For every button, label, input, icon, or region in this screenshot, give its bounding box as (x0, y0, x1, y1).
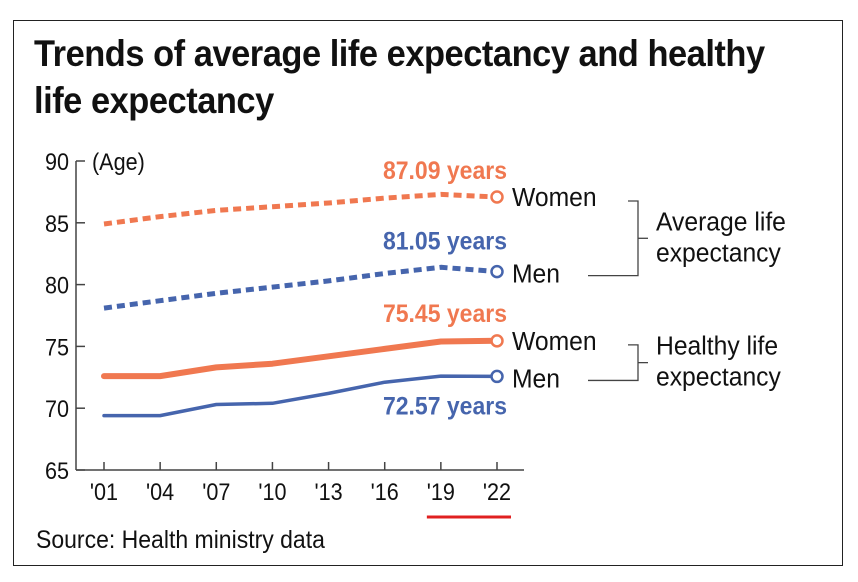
legend-label-average-men: Men (512, 260, 560, 289)
legend-group-subtitle-healthy: expectancy (656, 363, 781, 392)
x-tick-label: '19 (427, 478, 455, 505)
source-note: Source: Health ministry data (36, 526, 325, 554)
end-point-marker-average-life-expectancy-men (490, 264, 504, 279)
series-line-average-life-expectancy-men (103, 264, 498, 311)
x-tick-label: '07 (202, 478, 230, 505)
legend-group-subtitle-average: expectancy (656, 239, 781, 268)
legend-group-title-average: Average life (656, 208, 786, 237)
legend-label-healthy-men: Men (512, 365, 560, 394)
value-label-healthy-life-expectancy-women: 75.45 years (383, 300, 507, 328)
end-point-marker-average-life-expectancy-women (490, 190, 504, 204)
y-tick-label: 90 (45, 148, 69, 175)
legend-group-title-healthy: Healthy life (656, 332, 778, 361)
end-point-marker-healthy-life-expectancy-women (490, 334, 504, 348)
x-tick-label: '22 (483, 478, 511, 505)
series-line-average-life-expectancy-women (103, 191, 498, 227)
y-axis-unit-label: (Age) (92, 148, 145, 175)
x-tick-label: '04 (146, 478, 174, 505)
chart-frame (13, 20, 843, 566)
x-tick-label: '13 (314, 478, 342, 505)
value-label-healthy-life-expectancy-men: 72.57 years (383, 393, 507, 421)
series-line-healthy-life-expectancy-women (101, 337, 500, 380)
value-label-average-life-expectancy-men: 81.05 years (383, 228, 507, 256)
legend-label-average-women: Women (512, 183, 597, 212)
series-line-healthy-life-expectancy-men (102, 374, 499, 418)
x-tick-label: '01 (90, 478, 118, 505)
chart-title: Trends of average life expectancy and he… (34, 33, 765, 121)
y-tick-label: 85 (45, 210, 69, 237)
y-tick-label: 65 (45, 457, 69, 484)
x-tick-label: '16 (371, 478, 399, 505)
end-point-marker-healthy-life-expectancy-men (490, 369, 504, 384)
y-tick-label: 70 (45, 395, 69, 422)
legend-bracket-average (588, 200, 639, 277)
legend-label-healthy-women: Women (512, 327, 597, 356)
value-label-average-life-expectancy-women: 87.09 years (383, 157, 507, 185)
y-tick-label: 75 (45, 333, 69, 360)
y-tick-label: 80 (45, 272, 69, 299)
x-tick-label: '10 (258, 478, 286, 505)
